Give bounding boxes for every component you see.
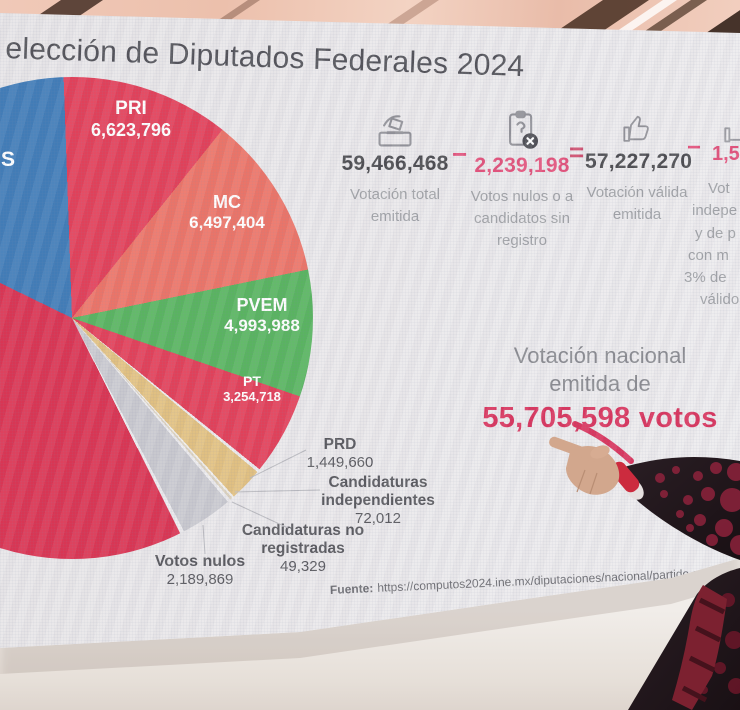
truncated-label-line: con m	[688, 247, 729, 264]
pie-label-pri: PRI 6,623,796	[66, 98, 196, 141]
total-votes-label: Votación total emitida	[349, 186, 441, 225]
callout-line1: Votación nacional	[513, 343, 687, 368]
pie-party-votes: 6,497,404	[189, 213, 265, 232]
pie-party-name: MC	[213, 192, 241, 212]
ballot-box-icon	[378, 115, 412, 147]
leader-line	[231, 501, 289, 529]
valid-votes-label: Votación válida emitida	[586, 184, 688, 223]
total-votes-value: 59,466,468	[341, 152, 449, 175]
thumb	[590, 445, 610, 459]
pie-party-name: Candidaturas independientes	[321, 474, 435, 509]
minus-operator: −	[687, 134, 702, 161]
equation-valid-column: 57,227,270 Votación válida emitida	[585, 110, 693, 226]
presenter-hand	[566, 446, 620, 495]
truncated-label-line: y de p	[695, 225, 736, 242]
pie-party-name: PVEM	[236, 295, 288, 315]
national-vote-callout: Votación nacional emitida de 55,705,598 …	[470, 342, 730, 435]
callout-amount: 55,705,598 votos	[482, 402, 718, 434]
presenter-tie	[672, 585, 727, 710]
clipboard-x-icon	[509, 110, 539, 149]
pie-party-votes: 2,189,869	[166, 571, 234, 588]
pie-label-candidaturas-no-registradas: Candidaturas no registradas 49,329	[223, 522, 383, 576]
truncated-label-line: 3% de	[684, 269, 727, 286]
pie-party-votes: 4,993,988	[224, 316, 300, 335]
pie-party-votes: 1,449,660	[306, 454, 374, 471]
pie-party-votes: 3,254,718	[223, 389, 281, 404]
sleeve-embroidery	[655, 462, 740, 555]
pie-party-name: PT	[243, 373, 261, 389]
thumbs-up-icon	[623, 115, 649, 142]
tie-pattern	[681, 597, 726, 703]
equals-operator: =	[569, 137, 585, 167]
pie-party-votes: 49,329	[280, 558, 326, 575]
leader-line	[234, 489, 321, 493]
truncated-label-line: Vot	[708, 180, 730, 197]
pie-label-votos-nulos: Votos nulos 2,189,869	[135, 553, 265, 589]
truncated-value: 1,52	[712, 143, 740, 165]
pie-label-pt: PT 3,254,718	[192, 373, 312, 404]
leader-line	[249, 449, 307, 479]
minus-operator: −	[452, 139, 468, 169]
leader-line	[202, 524, 206, 555]
pie-party-name: PRD	[323, 436, 357, 453]
pie-party-name: Votos nulos	[154, 553, 246, 570]
pie-party-votes: 72,012	[355, 510, 401, 527]
pointing-finger	[549, 436, 599, 462]
pink-arrow	[572, 421, 634, 464]
finger-creases	[576, 469, 598, 495]
truncated-icon	[724, 127, 740, 143]
valid-votes-value: 57,227,270	[585, 150, 693, 173]
pie-label-mc: MC 6,497,404	[162, 192, 292, 233]
truncated-label-line: válido	[700, 291, 740, 308]
equation-null-column: 2,239,198 Votos nulos o a candidatos sin…	[462, 108, 582, 252]
null-votes-label: Votos nulos o a candidatos sin registro	[470, 188, 574, 249]
pie-label-prd: PRD 1,449,660	[280, 436, 400, 472]
pie-party-name: PRI	[115, 98, 147, 119]
pie-party-votes: 6,623,796	[90, 120, 172, 140]
equation-total-column: 59,466,468 Votación total emitida	[330, 110, 460, 228]
pie-label-partial: S	[1, 148, 16, 171]
pie-label-candidaturas-independientes: Candidaturas independientes 72,012	[303, 474, 453, 528]
presenter-arm	[621, 456, 740, 560]
null-votes-value: 2,239,198	[474, 154, 570, 177]
callout-line2: emitida de	[549, 371, 651, 396]
pie-label-pvem: PVEM 4,993,988	[197, 295, 327, 336]
pie-party-name: Candidaturas no registradas	[241, 522, 365, 557]
truncated-label-line: indepe	[692, 202, 738, 219]
